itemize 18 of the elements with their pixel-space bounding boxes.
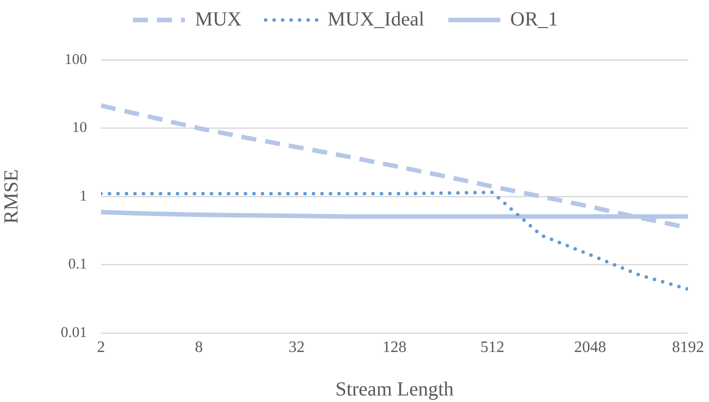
- x-tick-label: 8192: [672, 338, 704, 356]
- x-tick-label: 32: [288, 338, 305, 356]
- line-series: [101, 190, 688, 291]
- y-tick-label: 0.1: [68, 256, 87, 273]
- y-tick-label: 1: [80, 188, 87, 204]
- x-axis-title: Stream Length: [335, 378, 454, 400]
- legend-label: MUX_Ideal: [328, 8, 425, 30]
- y-tick-label: 10: [72, 120, 87, 136]
- x-tick-label: 512: [480, 338, 504, 356]
- y-tick-label: 0.01: [60, 324, 87, 341]
- y-axis-title: RMSE: [0, 169, 22, 224]
- legend-label: MUX: [194, 8, 242, 30]
- x-tick-label: 8: [194, 338, 203, 356]
- x-tick-label: 2048: [574, 338, 606, 356]
- legend-label: OR_1: [510, 8, 558, 30]
- x-tick-label: 2: [97, 338, 105, 356]
- y-tick-label: 100: [64, 52, 87, 68]
- x-tick-label: 128: [382, 338, 406, 356]
